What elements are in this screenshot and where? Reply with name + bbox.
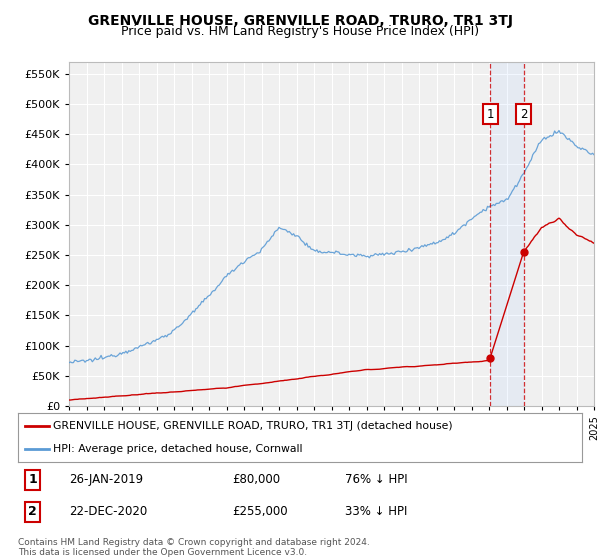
Text: 26-JAN-2019: 26-JAN-2019	[69, 473, 143, 486]
Bar	[490, 62, 524, 406]
Text: GRENVILLE HOUSE, GRENVILLE ROAD, TRURO, TR1 3TJ (detached house): GRENVILLE HOUSE, GRENVILLE ROAD, TRURO, …	[53, 421, 452, 431]
Text: HPI: Average price, detached house, Cornwall: HPI: Average price, detached house, Corn…	[53, 444, 302, 454]
Text: 76% ↓ HPI: 76% ↓ HPI	[345, 473, 408, 486]
Text: 22-DEC-2020: 22-DEC-2020	[69, 505, 147, 519]
Text: 1: 1	[28, 473, 37, 486]
Text: Price paid vs. HM Land Registry's House Price Index (HPI): Price paid vs. HM Land Registry's House …	[121, 25, 479, 38]
Text: £255,000: £255,000	[232, 505, 288, 519]
Text: GRENVILLE HOUSE, GRENVILLE ROAD, TRURO, TR1 3TJ: GRENVILLE HOUSE, GRENVILLE ROAD, TRURO, …	[88, 14, 512, 28]
Text: 1: 1	[487, 108, 494, 120]
Text: £80,000: £80,000	[232, 473, 280, 486]
Text: 2: 2	[520, 108, 527, 120]
Text: 2: 2	[28, 505, 37, 519]
Text: Contains HM Land Registry data © Crown copyright and database right 2024.
This d: Contains HM Land Registry data © Crown c…	[18, 538, 370, 557]
Text: 33% ↓ HPI: 33% ↓ HPI	[345, 505, 407, 519]
